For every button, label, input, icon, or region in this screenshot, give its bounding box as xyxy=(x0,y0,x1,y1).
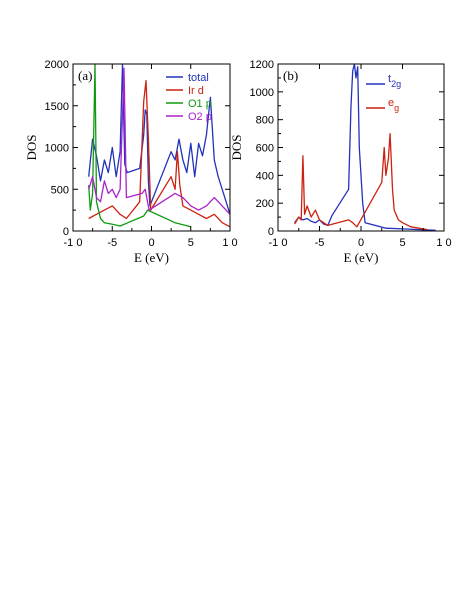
y-tick-label: 2000 xyxy=(45,59,69,71)
legend-label-subscript: g xyxy=(394,103,399,113)
x-tick-label: -5 xyxy=(315,237,325,249)
plot-frame xyxy=(277,63,445,232)
y-tick-label: 500 xyxy=(51,184,69,196)
legend-label-subscript: 2g xyxy=(391,79,401,89)
x-tick-label: -1 0 xyxy=(64,237,83,249)
panel-label: (a) xyxy=(78,68,92,83)
y-tick-label: 1000 xyxy=(45,143,69,155)
y-tick-label: 0 xyxy=(63,226,69,238)
y-tick-label: 200 xyxy=(256,198,274,210)
y-axis-title: DOS xyxy=(24,134,39,160)
series-line-eg xyxy=(294,132,428,231)
legend-label: t2g xyxy=(388,73,401,89)
y-axis-title: DOS xyxy=(229,134,244,160)
x-tick-label: 1 0 xyxy=(436,237,451,249)
x-axis-title: E (eV) xyxy=(134,250,169,265)
y-tick-label: 1000 xyxy=(250,87,274,99)
x-tick-label: 0 xyxy=(358,237,364,249)
y-tick-label: 1500 xyxy=(45,101,69,113)
y-tick-label: 0 xyxy=(268,226,274,238)
series-line-t2g xyxy=(294,63,436,231)
legend-label: Ir d xyxy=(188,85,204,97)
x-tick-label: 5 xyxy=(188,237,194,249)
x-tick-label: -1 0 xyxy=(269,237,288,249)
y-tick-label: 600 xyxy=(256,143,274,155)
legend-label: O2 p xyxy=(188,111,212,123)
series-line-total xyxy=(88,63,231,215)
y-tick-label: 400 xyxy=(256,170,274,182)
y-tick-label: 800 xyxy=(256,115,274,127)
series-line-o2-p xyxy=(88,67,231,215)
series-line-o1-p xyxy=(88,63,191,228)
x-tick-label: 5 xyxy=(399,237,405,249)
x-axis-title: E (eV) xyxy=(343,250,378,265)
legend-label: total xyxy=(188,72,209,84)
series-line-ir-d xyxy=(88,80,231,228)
legend-label: eg xyxy=(388,97,399,113)
y-tick-label: 1200 xyxy=(250,59,274,71)
legend-label: O1 p xyxy=(188,98,212,110)
x-tick-label: 0 xyxy=(148,237,154,249)
panel-label: (b) xyxy=(283,68,298,83)
x-tick-label: -5 xyxy=(107,237,117,249)
x-tick-label: 1 0 xyxy=(222,237,237,249)
